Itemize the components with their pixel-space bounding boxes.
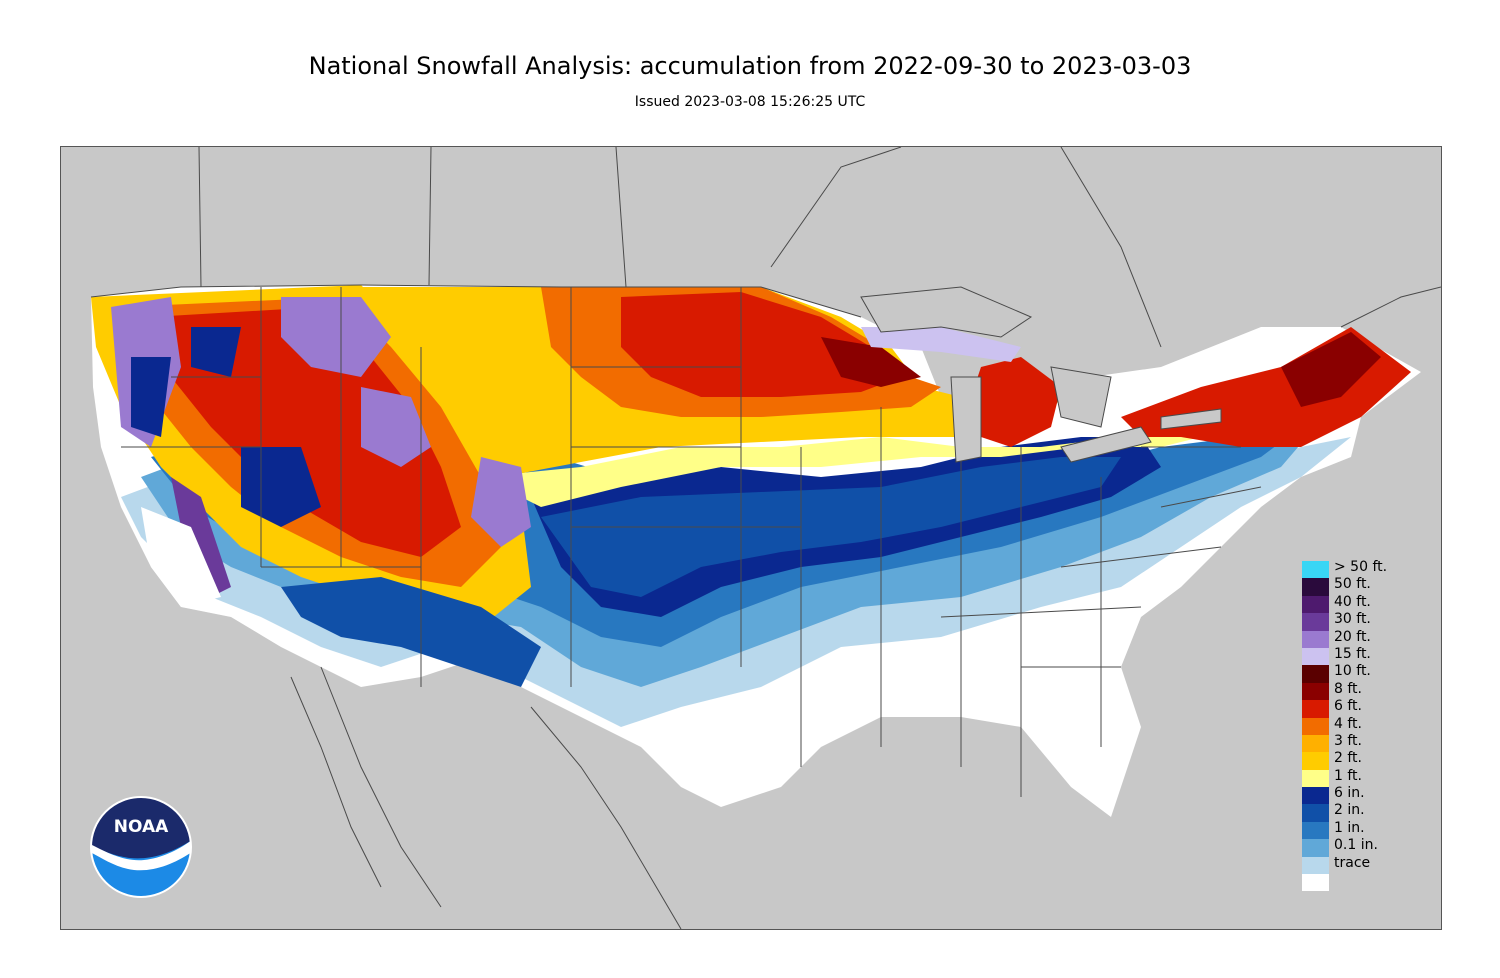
sierra-purple bbox=[171, 477, 231, 597]
legend-label: 4 ft. bbox=[1334, 715, 1362, 732]
legend-label: > 50 ft. bbox=[1334, 559, 1388, 575]
washington-blue bbox=[131, 357, 171, 437]
michigan-snow bbox=[971, 357, 1061, 447]
superior-shore bbox=[861, 327, 1021, 362]
lake-ontario bbox=[1160, 408, 1222, 430]
map-title: National Snowfall Analysis: accumulation… bbox=[308, 52, 1192, 80]
noaa-logo: NOAA bbox=[90, 796, 192, 898]
legend-swatch bbox=[1302, 561, 1329, 579]
legend-label: 10 ft. bbox=[1334, 663, 1371, 680]
great-lakes bbox=[860, 286, 1222, 463]
rockies-purple-1 bbox=[281, 297, 391, 377]
legend-label: 50 ft. bbox=[1334, 576, 1371, 593]
canada-province-lines bbox=[198, 147, 902, 288]
southwest-blue bbox=[281, 577, 541, 687]
logo-top bbox=[91, 797, 191, 859]
snowfall-regions bbox=[91, 285, 1421, 817]
us-canada-border bbox=[90, 284, 862, 318]
baja bbox=[290, 676, 382, 888]
legend-label: 30 ft. bbox=[1334, 611, 1371, 628]
legend-swatch bbox=[1302, 595, 1329, 614]
navy-band bbox=[541, 457, 1121, 597]
legend-swatch bbox=[1302, 613, 1329, 631]
legend-label: 6 ft. bbox=[1334, 698, 1362, 715]
legend-label: 1 in. bbox=[1334, 819, 1365, 836]
legend-swatch bbox=[1302, 630, 1329, 648]
legend-label: 6 in. bbox=[1334, 785, 1365, 802]
issued-timestamp: Issued 2023-03-08 15:26:25 UTC bbox=[634, 94, 866, 110]
map-canvas bbox=[90, 147, 1441, 929]
snowfall-map bbox=[60, 146, 1442, 930]
legend-swatch bbox=[1302, 578, 1329, 596]
state-lines-east bbox=[940, 446, 1262, 668]
legend-swatch bbox=[1302, 734, 1329, 753]
state-lines-west bbox=[121, 287, 422, 687]
legend-swatch bbox=[1302, 682, 1329, 701]
legend-swatch bbox=[1302, 856, 1329, 875]
rockies-purple-2 bbox=[361, 387, 431, 467]
legend-swatch bbox=[1302, 752, 1329, 770]
lake-superior bbox=[860, 286, 1033, 338]
borders bbox=[90, 147, 1441, 929]
legend-swatch bbox=[1302, 821, 1329, 840]
northeast-dark bbox=[1281, 332, 1381, 407]
legend-label: 3 ft. bbox=[1334, 732, 1362, 749]
legend-label: 8 ft. bbox=[1334, 680, 1362, 697]
legend-swatch bbox=[1302, 804, 1329, 822]
lake-huron bbox=[1050, 366, 1112, 428]
legend-label: 15 ft. bbox=[1334, 645, 1371, 662]
legend-swatch bbox=[1302, 874, 1329, 892]
logo-text: NOAA bbox=[114, 817, 169, 837]
legend-swatch bbox=[1302, 839, 1329, 857]
legend-swatch bbox=[1302, 717, 1329, 735]
legend-label: 2 ft. bbox=[1334, 750, 1362, 767]
yellow-band bbox=[481, 387, 1311, 507]
idaho-blue bbox=[191, 327, 241, 377]
legend-label: 2 in. bbox=[1334, 802, 1365, 819]
lake-erie bbox=[1060, 426, 1152, 463]
legend-swatch bbox=[1302, 700, 1329, 718]
legend-swatch bbox=[1302, 787, 1329, 805]
state-lines-plains bbox=[570, 287, 1102, 797]
legend-label: trace bbox=[1334, 854, 1371, 871]
legend-label: 20 ft. bbox=[1334, 628, 1371, 645]
dark-red-upper-midwest bbox=[821, 337, 921, 387]
legend-label: 40 ft. bbox=[1334, 593, 1371, 610]
mexico-outline bbox=[320, 666, 682, 929]
legend-label: 0.1 in. bbox=[1334, 837, 1378, 854]
legend-swatch bbox=[1302, 647, 1329, 666]
legend-swatch bbox=[1302, 665, 1329, 683]
legend-label: 1 ft. bbox=[1334, 767, 1362, 784]
rockies-purple-3 bbox=[471, 457, 531, 547]
socal-white bbox=[141, 507, 221, 607]
canada-east bbox=[1060, 147, 1441, 348]
logo-bird bbox=[91, 840, 191, 871]
lake-michigan bbox=[950, 376, 982, 463]
red-plains bbox=[621, 292, 901, 397]
legend-swatch bbox=[1302, 769, 1329, 788]
